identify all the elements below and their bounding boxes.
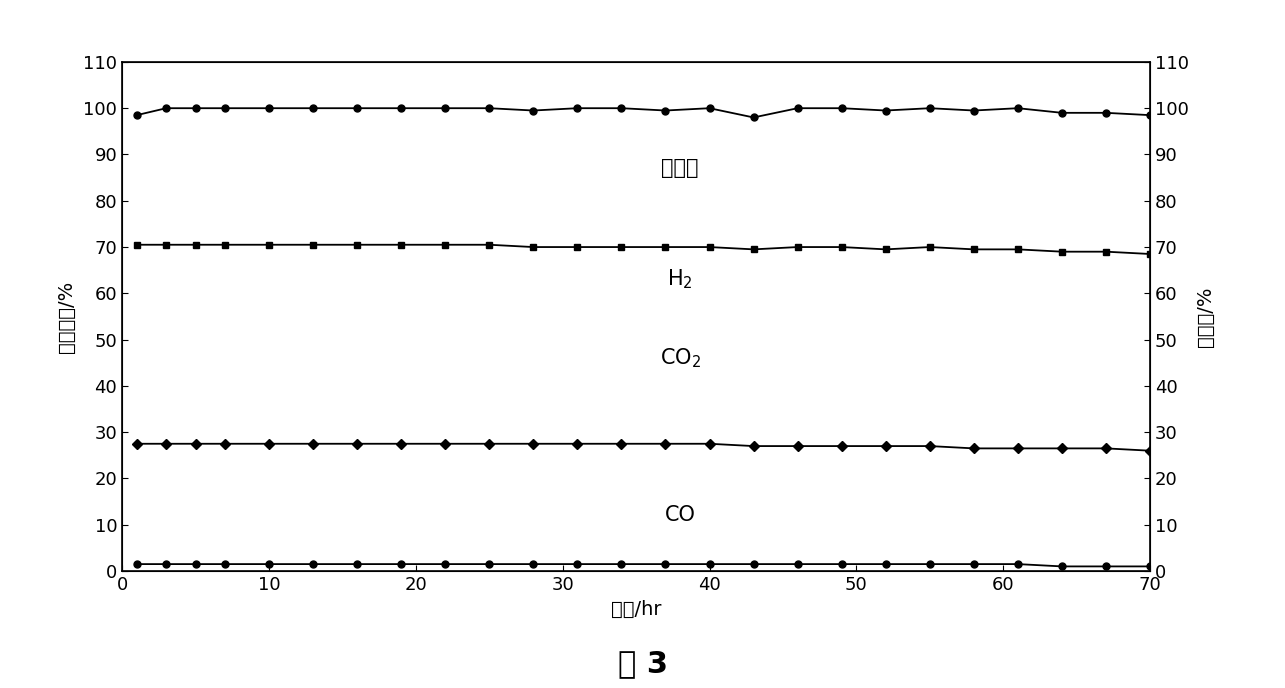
Text: CO: CO <box>664 506 695 526</box>
Text: H$_2$: H$_2$ <box>667 268 693 291</box>
Y-axis label: 产物组成/%: 产物组成/% <box>58 280 76 353</box>
Text: 转化率: 转化率 <box>662 158 699 178</box>
Text: 图 3: 图 3 <box>618 649 667 678</box>
Y-axis label: 转化率/%: 转化率/% <box>1196 286 1214 347</box>
Text: CO$_2$: CO$_2$ <box>659 346 700 370</box>
X-axis label: 时间/hr: 时间/hr <box>610 599 662 619</box>
